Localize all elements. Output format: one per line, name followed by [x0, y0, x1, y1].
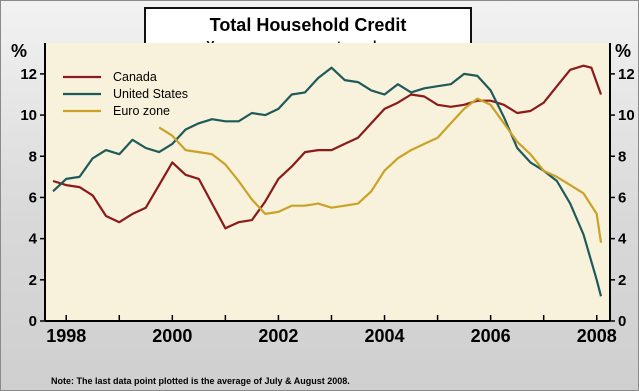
y-tick-label-right: 12	[618, 66, 635, 83]
y-tick-label-right: 2	[618, 272, 626, 289]
series-line-canada	[52, 64, 603, 230]
footnote: Note: The last data point plotted is the…	[51, 376, 350, 386]
chart-title: Total Household Credit	[209, 15, 407, 35]
legend-label-canada: Canada	[113, 70, 157, 84]
series-line-euro-zone	[158, 97, 603, 243]
y-tick-label-right: 10	[618, 107, 635, 124]
y-axis-unit-right: %	[615, 41, 632, 61]
y-axis-unit-left: %	[11, 41, 28, 61]
legend-label-united-states: United States	[113, 87, 188, 101]
x-tick-label: 2008	[577, 326, 617, 346]
y-tick-label-left: 6	[29, 189, 37, 206]
y-tick-label-left: 2	[29, 272, 37, 289]
y-tick-label-left: 0	[29, 313, 37, 330]
x-tick-label: 1998	[46, 326, 86, 346]
x-tick-label: 2004	[365, 326, 405, 346]
y-tick-label-left: 12	[20, 66, 37, 83]
y-tick-label-left: 10	[20, 107, 37, 124]
y-tick-label-right: 6	[618, 189, 626, 206]
x-tick-label: 2000	[152, 326, 192, 346]
x-tick-label: 2002	[258, 326, 298, 346]
y-tick-label-right: 0	[618, 313, 626, 330]
y-tick-label-right: 4	[618, 231, 627, 248]
y-tick-label-left: 8	[29, 148, 37, 165]
y-tick-label-right: 8	[618, 148, 626, 165]
x-tick-label: 2006	[471, 326, 511, 346]
series-line-united-states	[52, 66, 603, 297]
plot-area	[45, 43, 610, 321]
legend-label-euro-zone: Euro zone	[113, 104, 170, 118]
y-tick-label-left: 4	[29, 231, 38, 248]
